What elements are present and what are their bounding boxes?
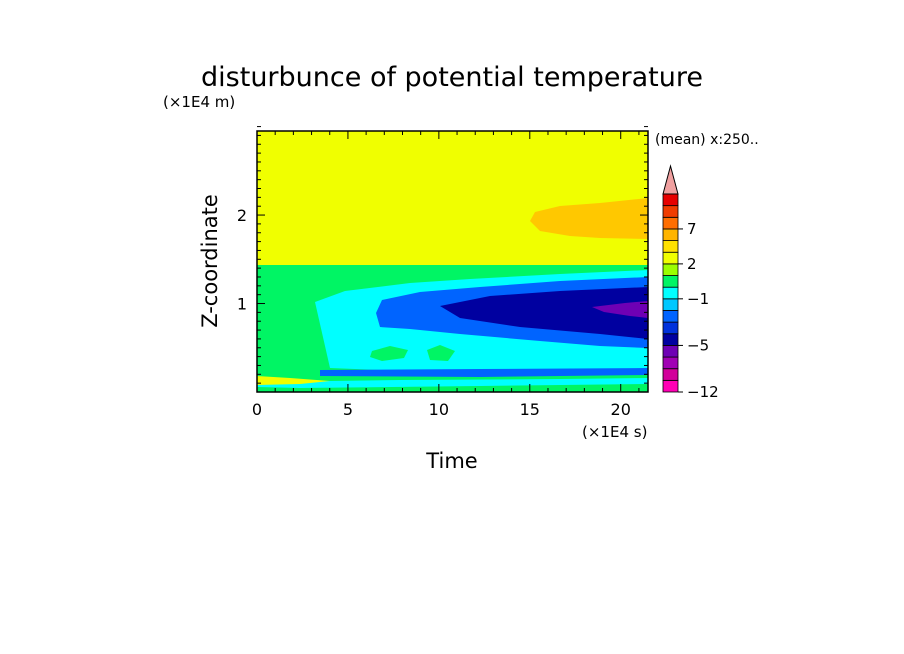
contour-field xyxy=(257,131,648,392)
colorbar-tick-label: −1 xyxy=(687,290,709,308)
x-tick-label: 0 xyxy=(252,400,262,419)
colorbar-swatch xyxy=(662,275,679,288)
colorbar xyxy=(662,164,683,393)
colorbar-swatch xyxy=(662,333,679,346)
colorbar-swatch xyxy=(662,263,679,276)
y-tick-labels: 12 xyxy=(237,206,247,313)
x-axis-label: Time xyxy=(425,449,477,473)
region-green-patch-2 xyxy=(427,345,455,361)
region-low-cyan-band xyxy=(257,378,648,388)
x-tick-label: 15 xyxy=(520,400,540,419)
colorbar-swatch xyxy=(662,356,679,370)
region-warm-orange xyxy=(530,198,648,239)
region-surface-yellow xyxy=(257,376,330,385)
colorbar-swatch xyxy=(662,298,679,311)
region-purple xyxy=(592,301,648,318)
colorbar-swatch xyxy=(662,216,679,230)
x-tick-label: 20 xyxy=(611,400,631,419)
region-low-blue-band xyxy=(320,368,648,377)
annotation-label: (mean) x:250.. xyxy=(655,132,759,148)
y-tick-label: 1 xyxy=(237,295,247,314)
colorbar-swatch xyxy=(662,368,679,381)
colorbar-swatch xyxy=(662,193,679,207)
region-navy xyxy=(440,287,648,339)
region-upper-yellow xyxy=(257,131,648,266)
colorbar-tick-label: −12 xyxy=(687,383,719,401)
colorbar-tick-label: −5 xyxy=(687,336,709,354)
colorbar-swatch xyxy=(662,379,679,393)
colorbar-swatch xyxy=(662,286,679,300)
colorbar-over-triangle xyxy=(662,164,679,195)
colorbar-swatch xyxy=(662,240,679,253)
y-tick-label: 2 xyxy=(237,206,247,225)
colorbar-swatch xyxy=(662,228,679,241)
colorbar-tick-labels: 7 2 −1 −5 −12 xyxy=(687,220,719,401)
x-unit-label: (×1E4 s) xyxy=(582,423,647,441)
colorbar-tick-label: 2 xyxy=(687,255,697,273)
chart-title: disturbunce of potential temperature xyxy=(201,62,703,93)
y-axis-label: Z-coordinate xyxy=(198,194,222,328)
colorbar-swatch xyxy=(662,205,679,218)
y-unit-label: (×1E4 m) xyxy=(163,93,235,111)
region-green-patch-1 xyxy=(370,346,408,361)
colorbar-swatch xyxy=(662,251,679,265)
colorbar-tick-label: 7 xyxy=(687,220,697,238)
colorbar-swatch xyxy=(662,310,679,323)
plot-frame xyxy=(256,130,649,393)
x-tick-label: 5 xyxy=(343,400,353,419)
x-tick-labels: 0 5 10 15 20 xyxy=(252,400,631,419)
colorbar-swatch xyxy=(662,321,679,335)
colorbar-swatch xyxy=(662,345,679,358)
plot-axes xyxy=(256,126,649,393)
x-tick-label: 10 xyxy=(429,400,449,419)
